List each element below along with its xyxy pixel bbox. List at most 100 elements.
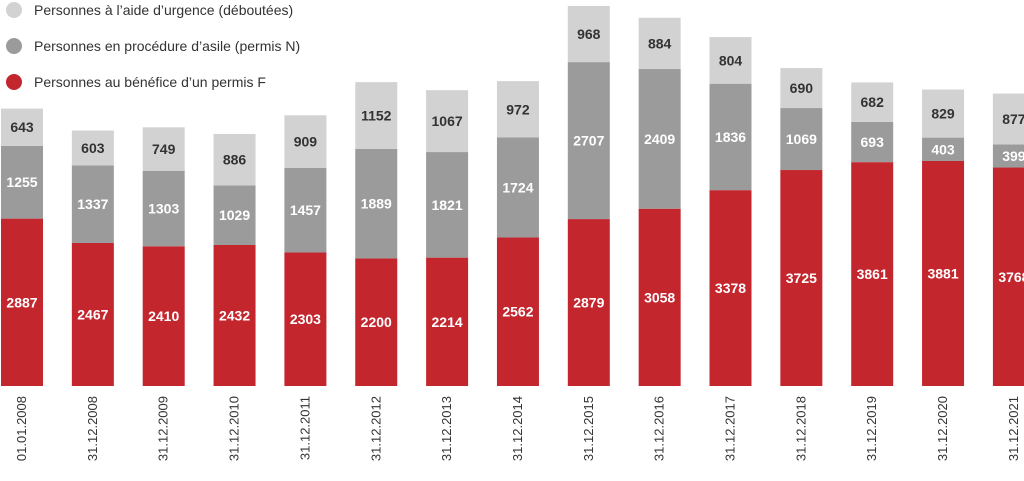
bar-segment-permit-f <box>1 218 43 386</box>
bar-segment-emergency-aid <box>284 115 327 168</box>
bar-segment-asylum-procedure <box>1 145 43 219</box>
bar-segment-emergency-aid <box>213 133 256 186</box>
bar-segment-asylum-procedure <box>567 62 610 220</box>
legend-label-emergency-aid: Personnes à l’aide d’urgence (déboutées) <box>34 2 294 18</box>
data-label-emergency-aid: 972 <box>506 101 530 117</box>
legend-label-asylum-procedure: Personnes en procédure d’asile (permis N… <box>34 38 301 54</box>
bar-segment-permit-f <box>851 162 894 386</box>
x-tick-label: 31.12.2017 <box>723 396 738 461</box>
bar-segment-permit-f <box>213 244 256 386</box>
bar-segment-emergency-aid <box>71 130 114 166</box>
bars-layer <box>1 6 1024 386</box>
bar-segment-emergency-aid <box>851 82 894 122</box>
x-tick-label: 31.12.2018 <box>793 396 808 461</box>
bar-segment-asylum-procedure <box>992 144 1024 168</box>
bar-segment-emergency-aid <box>638 17 681 70</box>
legend-swatch-permit-f <box>6 74 22 90</box>
bar-segment-emergency-aid <box>780 68 823 109</box>
data-label-emergency-aid: 804 <box>719 52 743 68</box>
bar-segment-emergency-aid <box>1 108 43 146</box>
bar-segment-permit-f <box>567 219 610 386</box>
data-label-asylum-procedure: 1457 <box>290 202 321 218</box>
bar-segment-emergency-aid <box>426 90 469 153</box>
bar-segment-permit-f <box>71 242 114 386</box>
data-label-asylum-procedure: 1836 <box>715 129 746 145</box>
bar-segment-asylum-procedure <box>496 137 539 238</box>
data-label-permit-f: 3881 <box>927 265 958 281</box>
data-label-permit-f: 2467 <box>77 306 108 322</box>
bar-segment-permit-f <box>142 246 185 386</box>
data-label-asylum-procedure: 403 <box>931 141 955 157</box>
legend-swatch-emergency-aid <box>6 2 22 18</box>
x-tick-label: 31.12.2008 <box>85 396 100 461</box>
legend-item-emergency-aid: Personnes à l’aide d’urgence (déboutées) <box>6 0 293 20</box>
bar-segment-emergency-aid <box>567 6 610 63</box>
bar-segment-asylum-procedure <box>709 83 752 191</box>
data-label-permit-f: 2200 <box>361 314 392 330</box>
x-tick-label: 31.12.2015 <box>581 396 596 461</box>
bar-segment-asylum-procedure <box>284 168 327 253</box>
bar-segment-emergency-aid <box>922 89 965 138</box>
bar-segment-permit-f <box>284 252 327 386</box>
data-label-emergency-aid: 1067 <box>432 113 463 129</box>
data-label-emergency-aid: 603 <box>81 140 105 156</box>
data-label-emergency-aid: 643 <box>10 119 34 135</box>
bar-segment-asylum-procedure <box>142 170 185 247</box>
legend-item-asylum-procedure: Personnes en procédure d’asile (permis N… <box>6 36 300 56</box>
data-label-permit-f: 3861 <box>857 266 888 282</box>
data-label-emergency-aid: 829 <box>931 106 955 122</box>
data-label-asylum-procedure: 2707 <box>573 133 604 149</box>
data-label-permit-f: 2887 <box>6 294 37 310</box>
data-label-asylum-procedure: 1889 <box>361 196 392 212</box>
x-tick-label: 31.12.2012 <box>368 396 383 461</box>
data-label-permit-f: 3725 <box>786 270 817 286</box>
bar-segment-emergency-aid <box>355 82 398 149</box>
x-tick-labels-layer: 01.01.2008 31.12.2008 31.12.2009 31.12.2010… <box>14 396 1021 461</box>
bar-segment-permit-f <box>992 167 1024 386</box>
data-label-permit-f: 2432 <box>219 308 250 324</box>
legend-label-permit-f: Personnes au bénéfice d’un permis F <box>34 74 266 90</box>
data-label-emergency-aid: 690 <box>790 80 814 96</box>
data-label-permit-f: 3378 <box>715 280 746 296</box>
bar-segment-permit-f <box>426 257 469 386</box>
x-tick-label: 31.12.2010 <box>227 396 242 461</box>
data-label-permit-f: 2303 <box>290 311 321 327</box>
data-label-asylum-procedure: 693 <box>861 134 885 150</box>
bar-segment-asylum-procedure <box>71 165 114 243</box>
data-label-permit-f: 2562 <box>502 304 533 320</box>
data-label-asylum-procedure: 1029 <box>219 207 250 223</box>
data-label-emergency-aid: 886 <box>223 152 247 168</box>
legend-item-permit-f: Personnes au bénéfice d’un permis F <box>6 72 266 92</box>
data-label-asylum-procedure: 1724 <box>502 179 533 195</box>
x-tick-label: 31.12.2013 <box>439 396 454 461</box>
x-tick-label: 31.12.2016 <box>652 396 667 461</box>
bar-segment-asylum-procedure <box>638 69 681 209</box>
data-label-emergency-aid: 968 <box>577 26 601 42</box>
bar-segment-asylum-procedure <box>355 148 398 259</box>
value-labels-layer: 2887 1255 643 2467 1337 603 2410 1303 749 2432 102… <box>6 26 1024 330</box>
bar-segment-emergency-aid <box>992 93 1024 145</box>
data-label-emergency-aid: 749 <box>152 141 176 157</box>
data-label-emergency-aid: 1152 <box>361 108 392 124</box>
data-label-asylum-procedure: 1821 <box>432 197 463 213</box>
bar-segment-permit-f <box>355 258 398 386</box>
data-label-permit-f: 2214 <box>432 314 463 330</box>
bar-segment-emergency-aid <box>496 81 539 138</box>
bar-segment-permit-f <box>496 237 539 386</box>
data-label-emergency-aid: 877 <box>1002 111 1024 127</box>
data-label-asylum-procedure: 2409 <box>644 131 675 147</box>
bar-segment-asylum-procedure <box>851 121 894 163</box>
data-label-asylum-procedure: 1069 <box>786 131 817 147</box>
data-label-permit-f: 3058 <box>644 289 675 305</box>
data-label-emergency-aid: 884 <box>648 35 672 51</box>
data-label-permit-f: 2879 <box>573 295 604 311</box>
data-label-asylum-procedure: 399 <box>1002 148 1024 164</box>
x-tick-label: 31.12.2021 <box>1006 396 1021 461</box>
x-tick-label: 31.12.2009 <box>156 396 171 461</box>
x-tick-label: 31.12.2014 <box>510 396 525 461</box>
data-label-asylum-procedure: 1337 <box>77 196 108 212</box>
data-label-permit-f: 3768 <box>998 269 1024 285</box>
x-tick-label: 01.01.2008 <box>14 396 29 461</box>
data-label-emergency-aid: 682 <box>861 94 885 110</box>
